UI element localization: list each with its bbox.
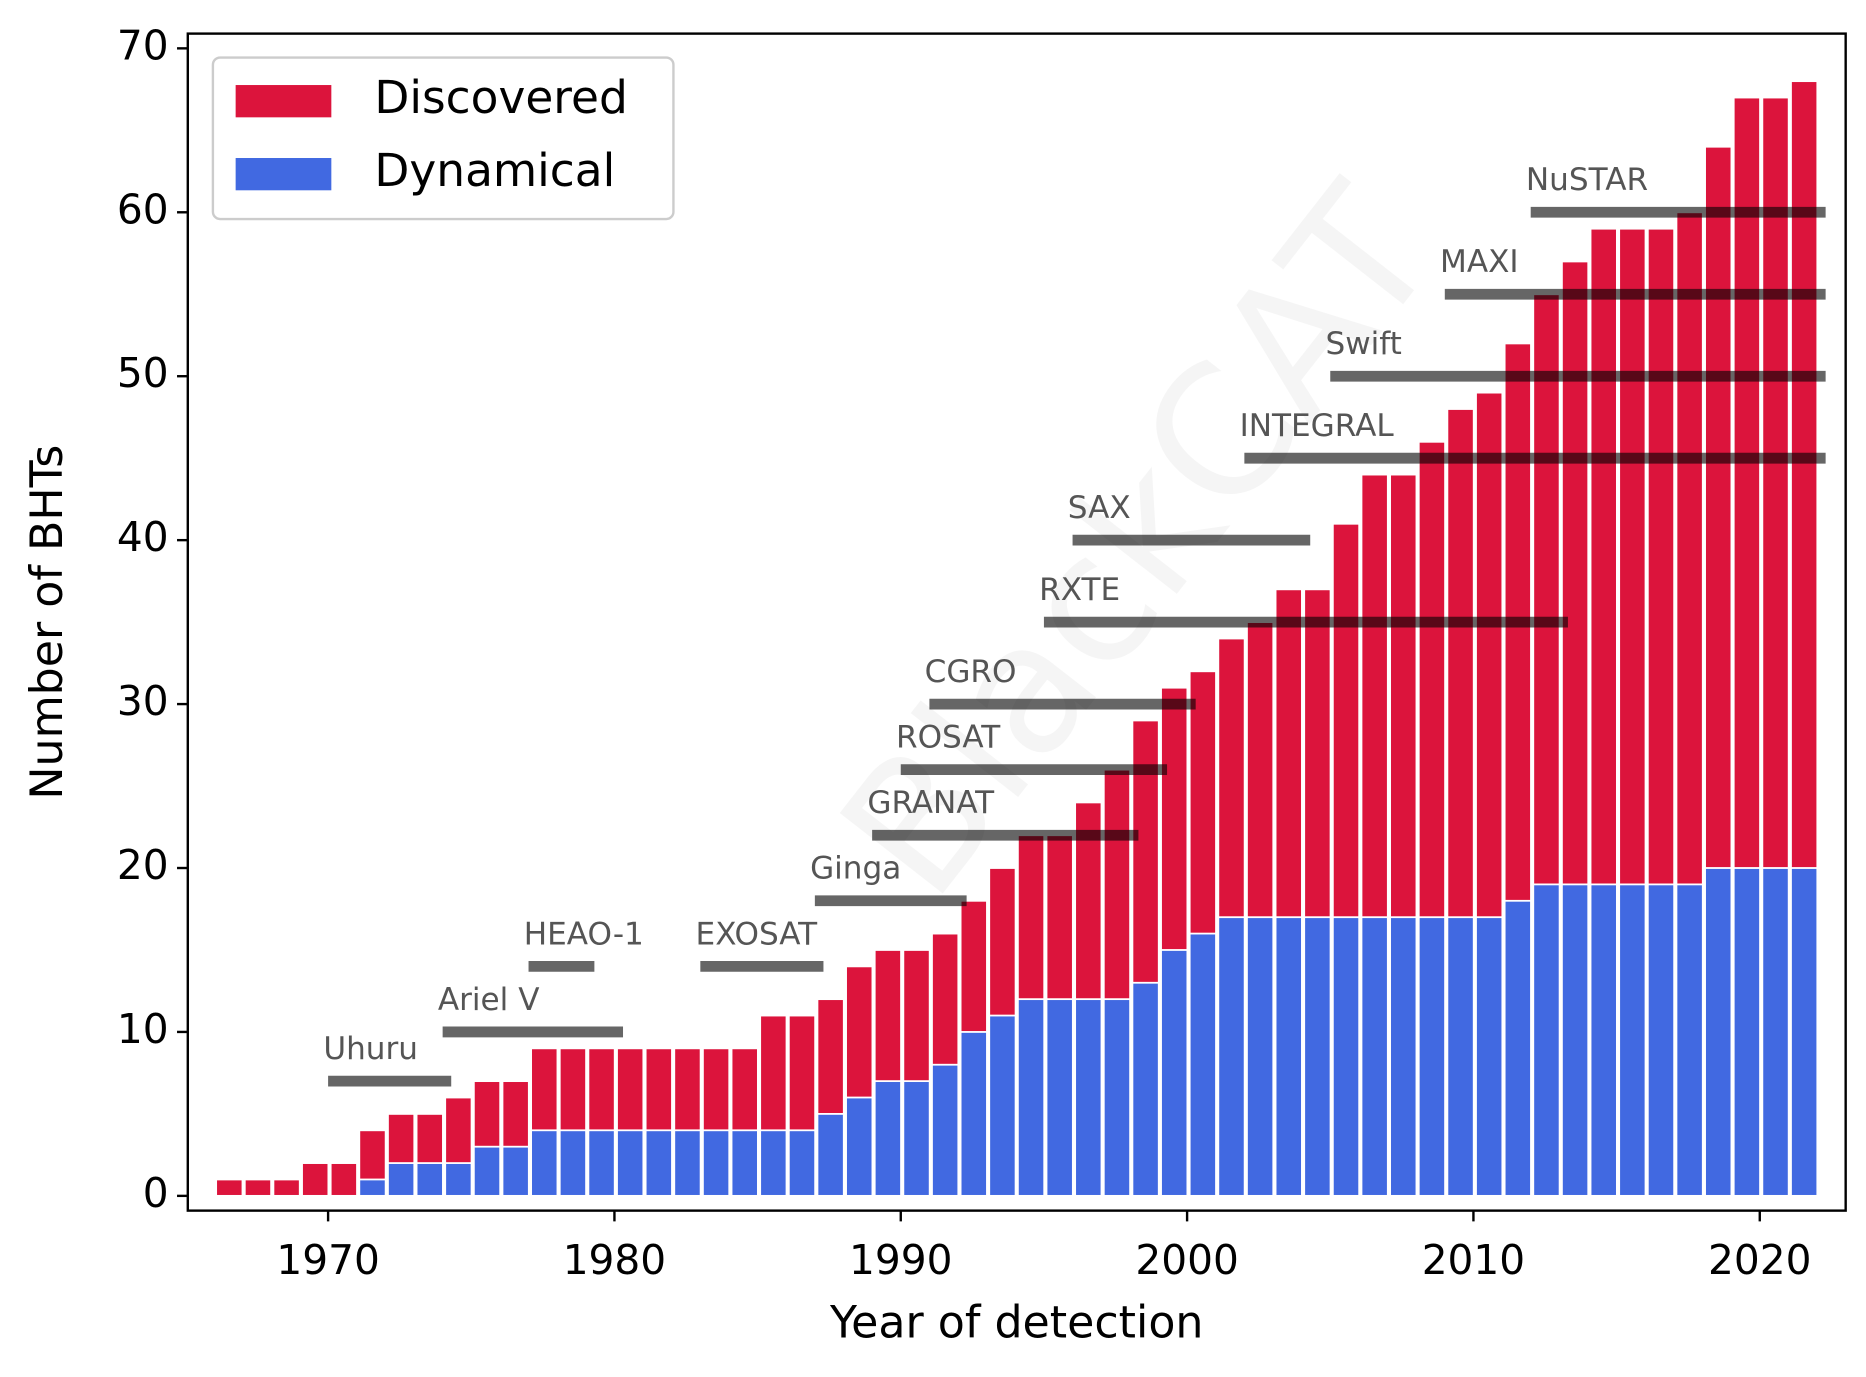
mission-label: MAXI [1440, 244, 1519, 280]
bar [931, 1063, 960, 1197]
mission-label: CGRO [925, 654, 1017, 690]
bar [1188, 932, 1217, 1197]
bar [1160, 949, 1189, 1197]
bar [1360, 916, 1389, 1197]
y-tick-label: 50 [117, 349, 169, 397]
plot-frame [186, 32, 1847, 1212]
bar [358, 1178, 387, 1197]
bar [558, 1129, 587, 1197]
mission-label: RXTE [1039, 572, 1120, 608]
bar [1131, 981, 1160, 1197]
bar [1790, 867, 1819, 1197]
legend-label: Discovered [374, 71, 627, 124]
bar [702, 1129, 731, 1197]
bar [1704, 867, 1733, 1197]
mission-label: Swift [1325, 326, 1401, 362]
bar [616, 1129, 645, 1197]
x-tick-label: 2020 [1708, 1236, 1811, 1284]
bar [1074, 998, 1103, 1197]
bar [1675, 883, 1704, 1197]
y-tick-label: 70 [117, 21, 169, 69]
bar [530, 1129, 559, 1197]
bar [472, 1145, 502, 1197]
y-tick-label: 0 [143, 1169, 169, 1217]
bar [1561, 883, 1590, 1197]
bar [1303, 916, 1332, 1197]
bar [1761, 867, 1790, 1197]
x-tick-label: 1980 [563, 1236, 666, 1284]
bar [1646, 883, 1676, 1197]
bar [1389, 916, 1418, 1197]
bar [444, 1162, 473, 1197]
bar [301, 1162, 330, 1197]
legend-label: Dynamical [374, 144, 615, 197]
mission-label: Uhuru [323, 1031, 418, 1067]
bar [902, 1080, 931, 1197]
bar [959, 1031, 988, 1197]
bar [816, 1113, 845, 1197]
bar [272, 1178, 301, 1197]
legend-swatch [235, 85, 332, 118]
bar [215, 1178, 244, 1197]
mission-label: Ginga [810, 851, 901, 887]
mission-label: SAX [1068, 490, 1131, 526]
bar [1102, 998, 1132, 1197]
bar [845, 1096, 874, 1197]
mission-label: INTEGRAL [1240, 408, 1395, 444]
y-tick-label: 60 [117, 185, 169, 233]
bar [1446, 916, 1475, 1197]
bar [644, 1129, 673, 1197]
y-tick-label: 30 [117, 677, 169, 725]
bar [1246, 916, 1275, 1197]
bar [1503, 899, 1532, 1197]
bar [501, 1145, 530, 1197]
bar [730, 1129, 759, 1197]
bar [759, 1129, 788, 1197]
bar [415, 1162, 444, 1197]
bar [787, 1129, 817, 1197]
mission-label: ROSAT [896, 720, 1001, 756]
mission-label: Ariel V [438, 982, 540, 1018]
bar [243, 1178, 273, 1197]
legend: Discovered Dynamical [211, 56, 675, 221]
bar [1217, 916, 1246, 1197]
bar [1732, 867, 1761, 1197]
bar [1589, 883, 1618, 1197]
y-tick-label: 20 [117, 841, 169, 889]
x-axis-label: Year of detection [829, 1297, 1203, 1348]
bar [873, 1080, 902, 1197]
bar [1475, 916, 1504, 1197]
x-tick-label: 1990 [849, 1236, 952, 1284]
bar [673, 1129, 702, 1197]
bar [587, 1129, 616, 1197]
mission-label: HEAO-1 [524, 916, 644, 952]
bar [1618, 883, 1647, 1197]
bar [1532, 883, 1561, 1197]
bar [1274, 916, 1303, 1197]
y-tick-label: 10 [117, 1005, 169, 1053]
bar [329, 1162, 358, 1197]
x-tick-label: 2010 [1422, 1236, 1525, 1284]
y-tick-label: 40 [117, 513, 169, 561]
bar [387, 1162, 416, 1197]
y-axis-label: Number of BHTs [22, 445, 73, 800]
bar [1045, 998, 1074, 1197]
mission-label: NuSTAR [1526, 162, 1648, 198]
bar [988, 1014, 1017, 1197]
mission-label: GRANAT [867, 785, 995, 821]
bar [1331, 916, 1361, 1197]
x-tick-label: 2000 [1135, 1236, 1238, 1284]
bar [1417, 916, 1446, 1197]
mission-label: EXOSAT [696, 916, 819, 952]
legend-swatch [235, 158, 332, 191]
bar [1016, 998, 1046, 1197]
x-tick-label: 1970 [276, 1236, 379, 1284]
